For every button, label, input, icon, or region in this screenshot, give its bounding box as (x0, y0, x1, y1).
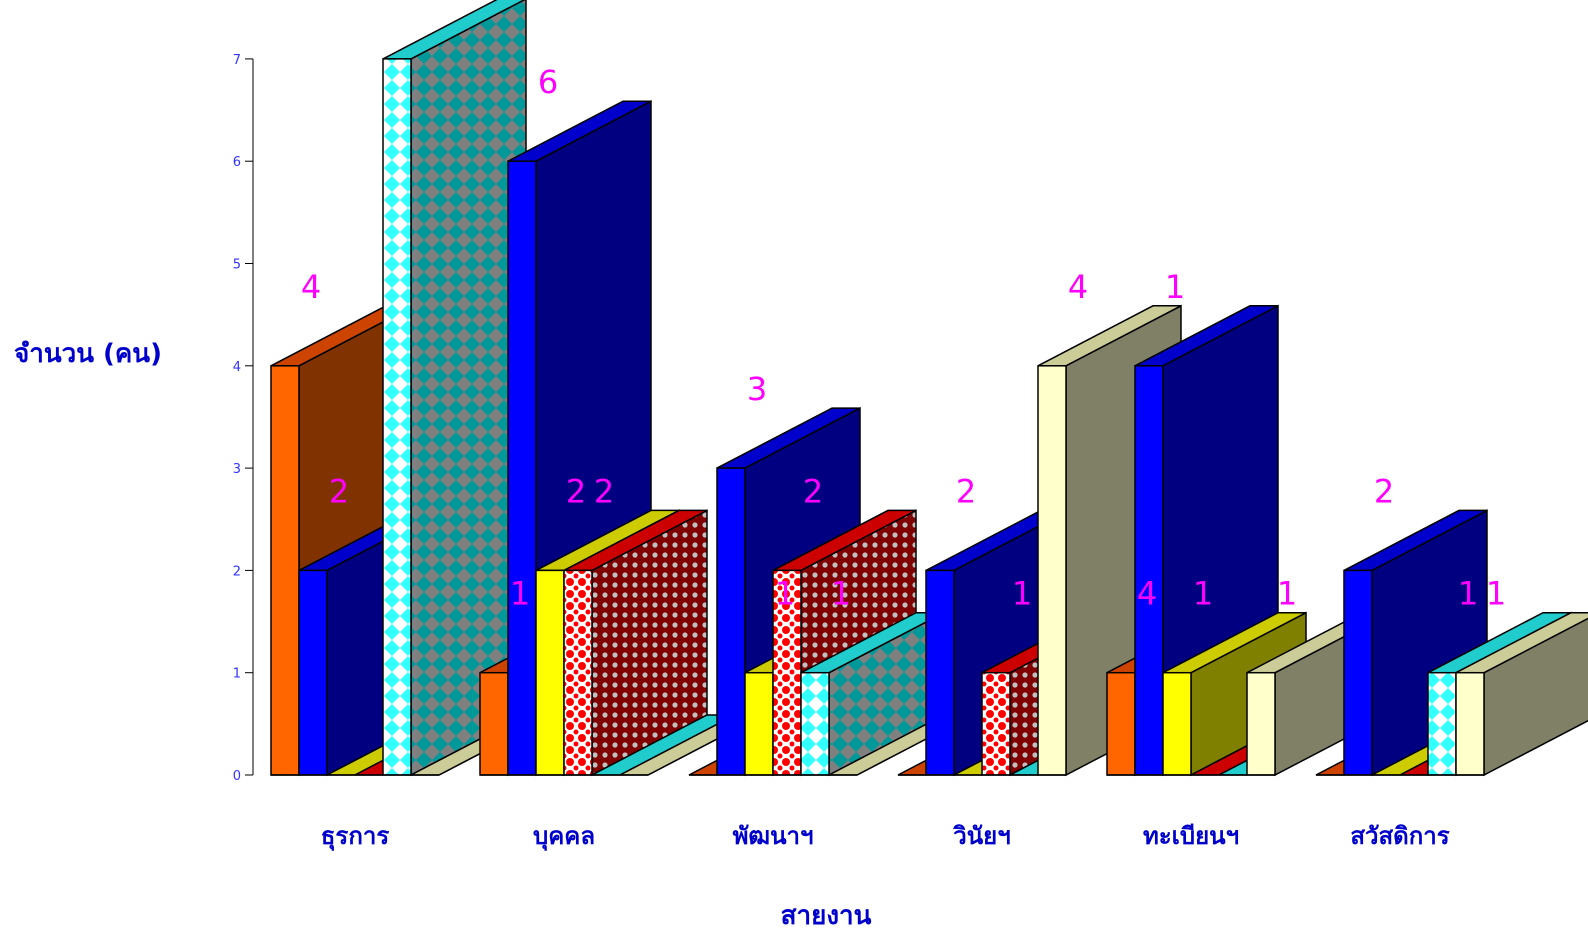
y-tick-label: 4 (233, 360, 241, 375)
bar-front-face (1037, 365, 1067, 776)
bar-front-face (772, 569, 802, 776)
bar-front-face (800, 671, 830, 776)
y-tick-label: 7 (233, 53, 241, 68)
bar-2-4 (800, 611, 945, 777)
data-label: 2 (329, 472, 349, 510)
category-label: ธุรการ (321, 822, 390, 852)
bar-front-face (382, 58, 412, 776)
category-label: สวัสดิการ (1350, 822, 1449, 850)
data-label: 2 (594, 472, 614, 510)
bar-front-face (981, 671, 1011, 776)
bar-front-face (535, 569, 565, 776)
bar-front-face (1455, 671, 1485, 776)
x-axis-title: สายงาน (781, 901, 872, 931)
data-label: 1 (510, 575, 530, 613)
bar-front-face (1134, 365, 1164, 776)
bar-front-face (1427, 671, 1457, 776)
y-tick-label: 3 (233, 462, 241, 477)
y-tick-label: 5 (233, 258, 241, 273)
data-label: 1 (1165, 268, 1185, 306)
bar-front-face (563, 569, 593, 776)
data-label: 1 (831, 575, 851, 613)
bar-front-face (1246, 671, 1276, 776)
data-labels-layer: 427162231212144111211 (301, 63, 1506, 613)
y-axis-title: จำนวน (คน) (14, 339, 162, 369)
bar-front-face (925, 569, 955, 776)
data-label: 2 (1374, 472, 1394, 510)
data-label: 1 (1012, 575, 1032, 613)
bar-0-4 (382, 0, 527, 777)
category-label: บุคคล (533, 822, 595, 852)
y-tick-label: 2 (233, 564, 241, 579)
data-label: 1 (775, 575, 795, 613)
bar-front-face (1106, 671, 1136, 776)
y-tick-label: 1 (233, 667, 241, 682)
bar-front-face (298, 569, 328, 776)
bar-front-face (1343, 569, 1373, 776)
data-label: 1 (1193, 575, 1213, 613)
category-label: ทะเบียนฯ (1143, 822, 1239, 850)
bar-front-face (716, 467, 746, 776)
y-tick-label: 6 (233, 155, 241, 170)
category-label: วินัยฯ (953, 822, 1011, 850)
bar-front-face (270, 365, 300, 776)
bar-front-face (744, 671, 774, 776)
y-axis: 0 1 2 3 4 5 6 7 ธุรการ บุคคล พัฒนาฯ วินัยฯ ทะเบียนฯ ส… (233, 53, 1450, 852)
data-label: 2 (566, 472, 586, 510)
y-tick-label: 0 (233, 769, 241, 784)
data-label: 1 (1277, 575, 1297, 613)
bar-front-face (507, 160, 537, 776)
data-label: 2 (803, 472, 823, 510)
data-label: 3 (747, 370, 767, 408)
data-label: 4 (1068, 268, 1088, 306)
data-label: 2 (956, 472, 976, 510)
bar-5-5 (1455, 611, 1588, 777)
category-label: พัฒนาฯ (733, 822, 814, 850)
data-label: 1 (1486, 575, 1506, 613)
bar-front-face (1162, 671, 1192, 776)
data-label: 4 (301, 268, 321, 306)
data-label: 1 (1458, 575, 1478, 613)
bars-layer (270, 0, 1588, 777)
bar-front-face (479, 671, 509, 776)
data-label: 6 (538, 63, 558, 101)
data-label: 4 (1137, 575, 1157, 613)
bar-1-3 (563, 509, 708, 777)
